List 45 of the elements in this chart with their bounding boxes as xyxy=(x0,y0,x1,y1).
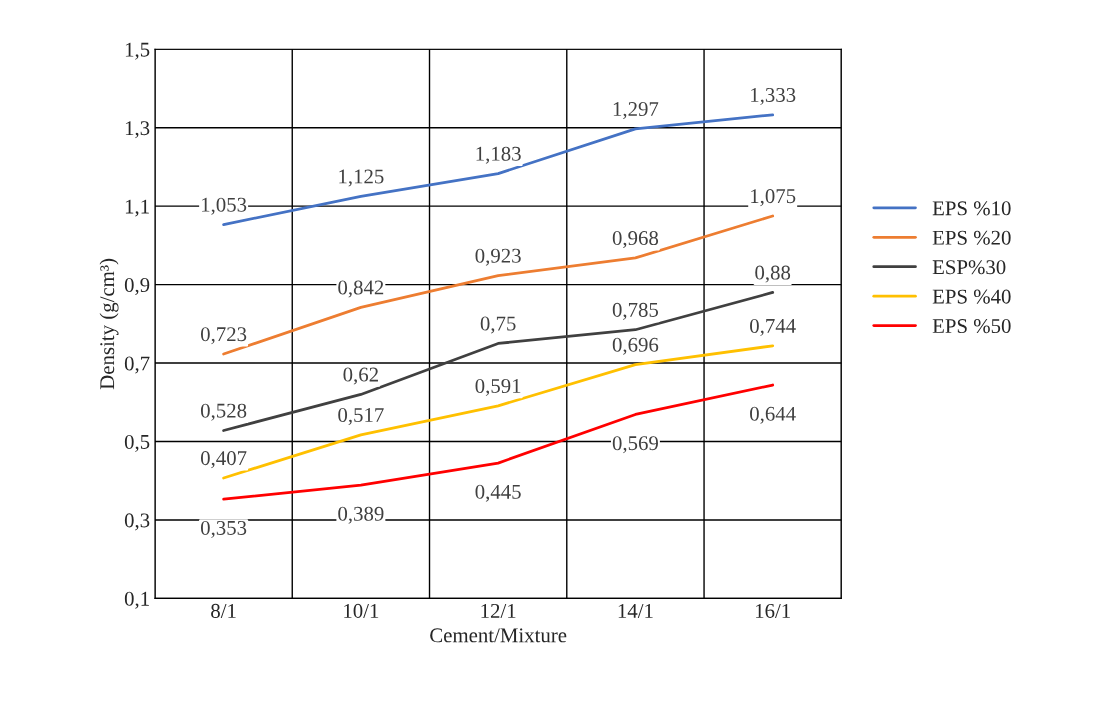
data-label: 0,517 xyxy=(338,407,384,425)
y-tick-label: 0,3 xyxy=(124,513,150,531)
legend-label: EPS %40 xyxy=(932,289,1011,304)
y-tick-label: 0,7 xyxy=(124,356,150,374)
data-label: 0,75 xyxy=(480,316,516,334)
legend-label: ESP%30 xyxy=(932,260,1006,275)
data-label: 0,353 xyxy=(200,520,247,538)
y-tick-label: 1,5 xyxy=(125,42,150,60)
data-label: 1,125 xyxy=(339,169,384,187)
data-label: 0,968 xyxy=(612,231,659,249)
data-label: 0,445 xyxy=(475,484,521,502)
legend-label: EPS %20 xyxy=(932,230,1011,245)
x-tick-label: 14/1 xyxy=(618,603,653,618)
y-tick-label: 0,5 xyxy=(124,434,150,452)
legend-label: EPS %50 xyxy=(932,319,1011,334)
data-label: 0,696 xyxy=(612,337,659,355)
data-label: 1,053 xyxy=(202,197,247,215)
data-label: 1,297 xyxy=(613,102,659,120)
data-label: 0,88 xyxy=(755,265,791,283)
y-tick-label: 0,1 xyxy=(124,591,149,609)
data-label: 0,62 xyxy=(343,367,378,385)
y-axis-title: Density (g/cm³) xyxy=(99,258,119,390)
data-label: 0,528 xyxy=(200,403,247,421)
x-axis-title: Cement/Mixture xyxy=(430,628,567,643)
x-tick-label: 12/1 xyxy=(481,603,516,618)
data-label: 0,785 xyxy=(612,302,659,320)
data-label: 1,075 xyxy=(751,189,796,207)
data-label: 0,569 xyxy=(612,436,658,454)
data-label: 0,842 xyxy=(338,280,384,298)
x-tick-label: 8/1 xyxy=(211,603,236,618)
y-tick-label: 1,1 xyxy=(125,199,149,217)
x-tick-label: 10/1 xyxy=(344,603,379,618)
data-label: 0,644 xyxy=(750,406,796,424)
data-label: 0,923 xyxy=(475,248,521,266)
data-label: 1,183 xyxy=(476,146,521,164)
data-label: 0,591 xyxy=(475,378,521,396)
data-label: 0,723 xyxy=(200,327,247,345)
x-tick-label: 16/1 xyxy=(756,603,790,618)
data-label: 0,389 xyxy=(338,506,384,524)
data-label: 1,333 xyxy=(751,87,796,105)
data-label: 0,744 xyxy=(750,318,796,336)
data-label: 0,407 xyxy=(200,451,247,469)
legend-label: EPS %10 xyxy=(932,201,1011,216)
y-tick-label: 1,3 xyxy=(125,121,150,139)
y-tick-label: 0,9 xyxy=(124,277,150,296)
